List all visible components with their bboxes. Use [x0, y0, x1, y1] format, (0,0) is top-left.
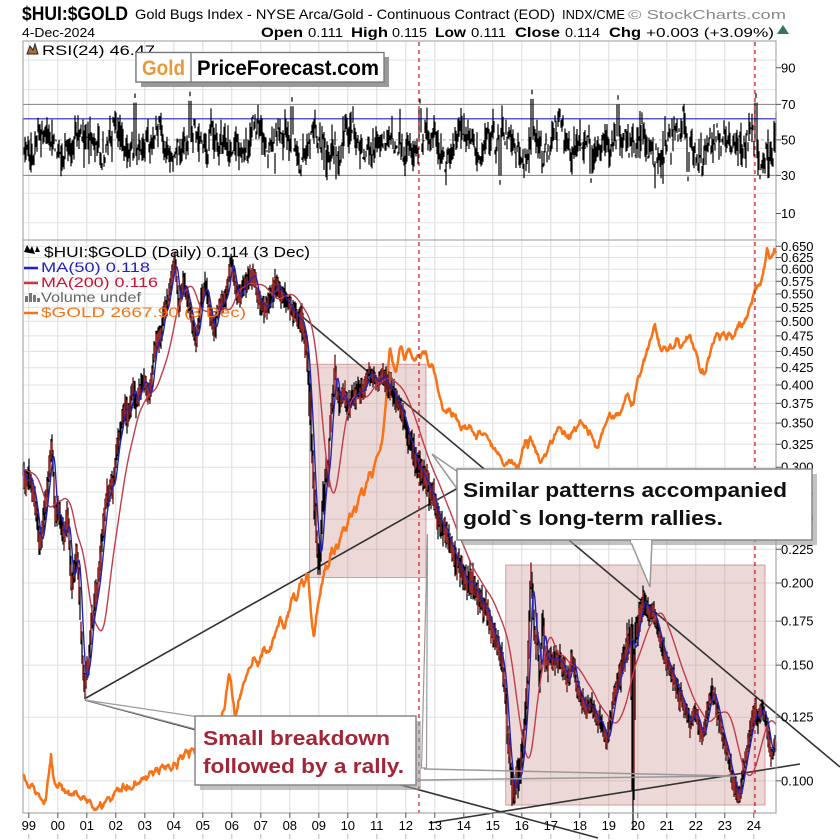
- svg-text:Chg: Chg: [609, 25, 641, 40]
- svg-text:0.450: 0.450: [781, 344, 814, 359]
- svg-text:01: 01: [80, 818, 94, 833]
- svg-text:0.400: 0.400: [781, 378, 814, 393]
- svg-text:0.525: 0.525: [781, 300, 814, 315]
- svg-text:0.550: 0.550: [781, 287, 814, 302]
- svg-text:17: 17: [544, 818, 558, 833]
- svg-text:+0.003 (+3.09%): +0.003 (+3.09%): [646, 25, 774, 40]
- svg-text:0.575: 0.575: [781, 274, 814, 289]
- svg-text:0.325: 0.325: [781, 437, 814, 452]
- svg-text:00: 00: [51, 818, 65, 833]
- svg-text:0.650: 0.650: [781, 239, 814, 254]
- svg-text:19: 19: [602, 818, 616, 833]
- svg-text:Small breakdown: Small breakdown: [203, 728, 390, 750]
- svg-text:0.111: 0.111: [471, 25, 506, 40]
- svg-text:0.500: 0.500: [781, 314, 814, 329]
- svg-text:4-Dec-2024: 4-Dec-2024: [22, 25, 95, 40]
- svg-text:0.625: 0.625: [781, 250, 814, 265]
- svg-text:0.475: 0.475: [781, 328, 814, 343]
- svg-text:$GOLD 2667.90 (3 Dec): $GOLD 2667.90 (3 Dec): [41, 304, 246, 320]
- svg-text:20: 20: [631, 818, 645, 833]
- svg-text:Gold Bugs Index - NYSE Arca/Go: Gold Bugs Index - NYSE Arca/Gold - Conti…: [135, 6, 555, 22]
- svg-text:13: 13: [428, 818, 442, 833]
- svg-text:15: 15: [486, 818, 500, 833]
- svg-text:90: 90: [781, 60, 795, 75]
- svg-text:10: 10: [781, 206, 795, 221]
- svg-text:High: High: [351, 25, 388, 40]
- svg-text:21: 21: [660, 818, 674, 833]
- svg-text:0.225: 0.225: [781, 542, 814, 557]
- svg-text:Similar patterns accompanied: Similar patterns accompanied: [463, 480, 787, 502]
- svg-text:10: 10: [341, 818, 355, 833]
- svg-text:0.200: 0.200: [781, 576, 814, 591]
- svg-text:30: 30: [781, 168, 795, 183]
- svg-text:14: 14: [457, 818, 471, 833]
- svg-text:03: 03: [138, 818, 152, 833]
- svg-text:18: 18: [573, 818, 587, 833]
- svg-text:Close: Close: [515, 25, 561, 40]
- svg-text:$HUI:$GOLD: $HUI:$GOLD: [22, 4, 128, 25]
- svg-text:0.375: 0.375: [781, 396, 814, 411]
- svg-text:07: 07: [254, 818, 268, 833]
- svg-text:22: 22: [689, 818, 703, 833]
- svg-text:08: 08: [283, 818, 297, 833]
- svg-text:04: 04: [167, 818, 181, 833]
- svg-text:0.114: 0.114: [565, 25, 600, 40]
- svg-text:followed by a rally.: followed by a rally.: [203, 756, 404, 778]
- svg-text:11: 11: [370, 818, 384, 833]
- svg-text:0.350: 0.350: [781, 416, 814, 431]
- svg-text:0.115: 0.115: [392, 25, 427, 40]
- svg-text:70: 70: [781, 97, 795, 112]
- svg-text:24: 24: [747, 818, 761, 833]
- svg-text:Volume undef: Volume undef: [41, 289, 141, 305]
- svg-text:Gold: Gold: [142, 57, 185, 80]
- svg-text:0.125: 0.125: [781, 710, 814, 725]
- svg-text:50: 50: [781, 132, 795, 147]
- svg-text:0.111: 0.111: [308, 25, 343, 40]
- svg-text:99: 99: [22, 818, 36, 833]
- svg-text:0.600: 0.600: [781, 262, 814, 277]
- svg-text:23: 23: [718, 818, 732, 833]
- svg-text:05: 05: [196, 818, 210, 833]
- svg-text:MA(200) 0.116: MA(200) 0.116: [41, 274, 158, 290]
- svg-text:16: 16: [515, 818, 529, 833]
- svg-text:12: 12: [399, 818, 413, 833]
- svg-text:0.175: 0.175: [781, 614, 814, 629]
- svg-text:06: 06: [225, 818, 239, 833]
- svg-text:09: 09: [312, 818, 326, 833]
- svg-text:INDX/CME: INDX/CME: [562, 8, 625, 22]
- svg-text:0.425: 0.425: [781, 360, 814, 375]
- svg-text:0.150: 0.150: [781, 658, 814, 673]
- svg-text:MA(50) 0.118: MA(50) 0.118: [41, 259, 150, 275]
- svg-text:RSI(24) 46.47: RSI(24) 46.47: [42, 42, 155, 58]
- svg-text:PriceForecast.com: PriceForecast.com: [197, 57, 379, 80]
- svg-text:$HUI:$GOLD (Daily) 0.114 (3 De: $HUI:$GOLD (Daily) 0.114 (3 Dec): [44, 244, 310, 261]
- svg-text:© StockCharts.com: © StockCharts.com: [628, 8, 786, 22]
- svg-text:Open: Open: [261, 25, 303, 40]
- svg-text:02: 02: [109, 818, 123, 833]
- svg-text:0.100: 0.100: [781, 773, 814, 788]
- svg-text:gold`s long-term rallies.: gold`s long-term rallies.: [463, 508, 723, 530]
- svg-text:Low: Low: [435, 25, 467, 40]
